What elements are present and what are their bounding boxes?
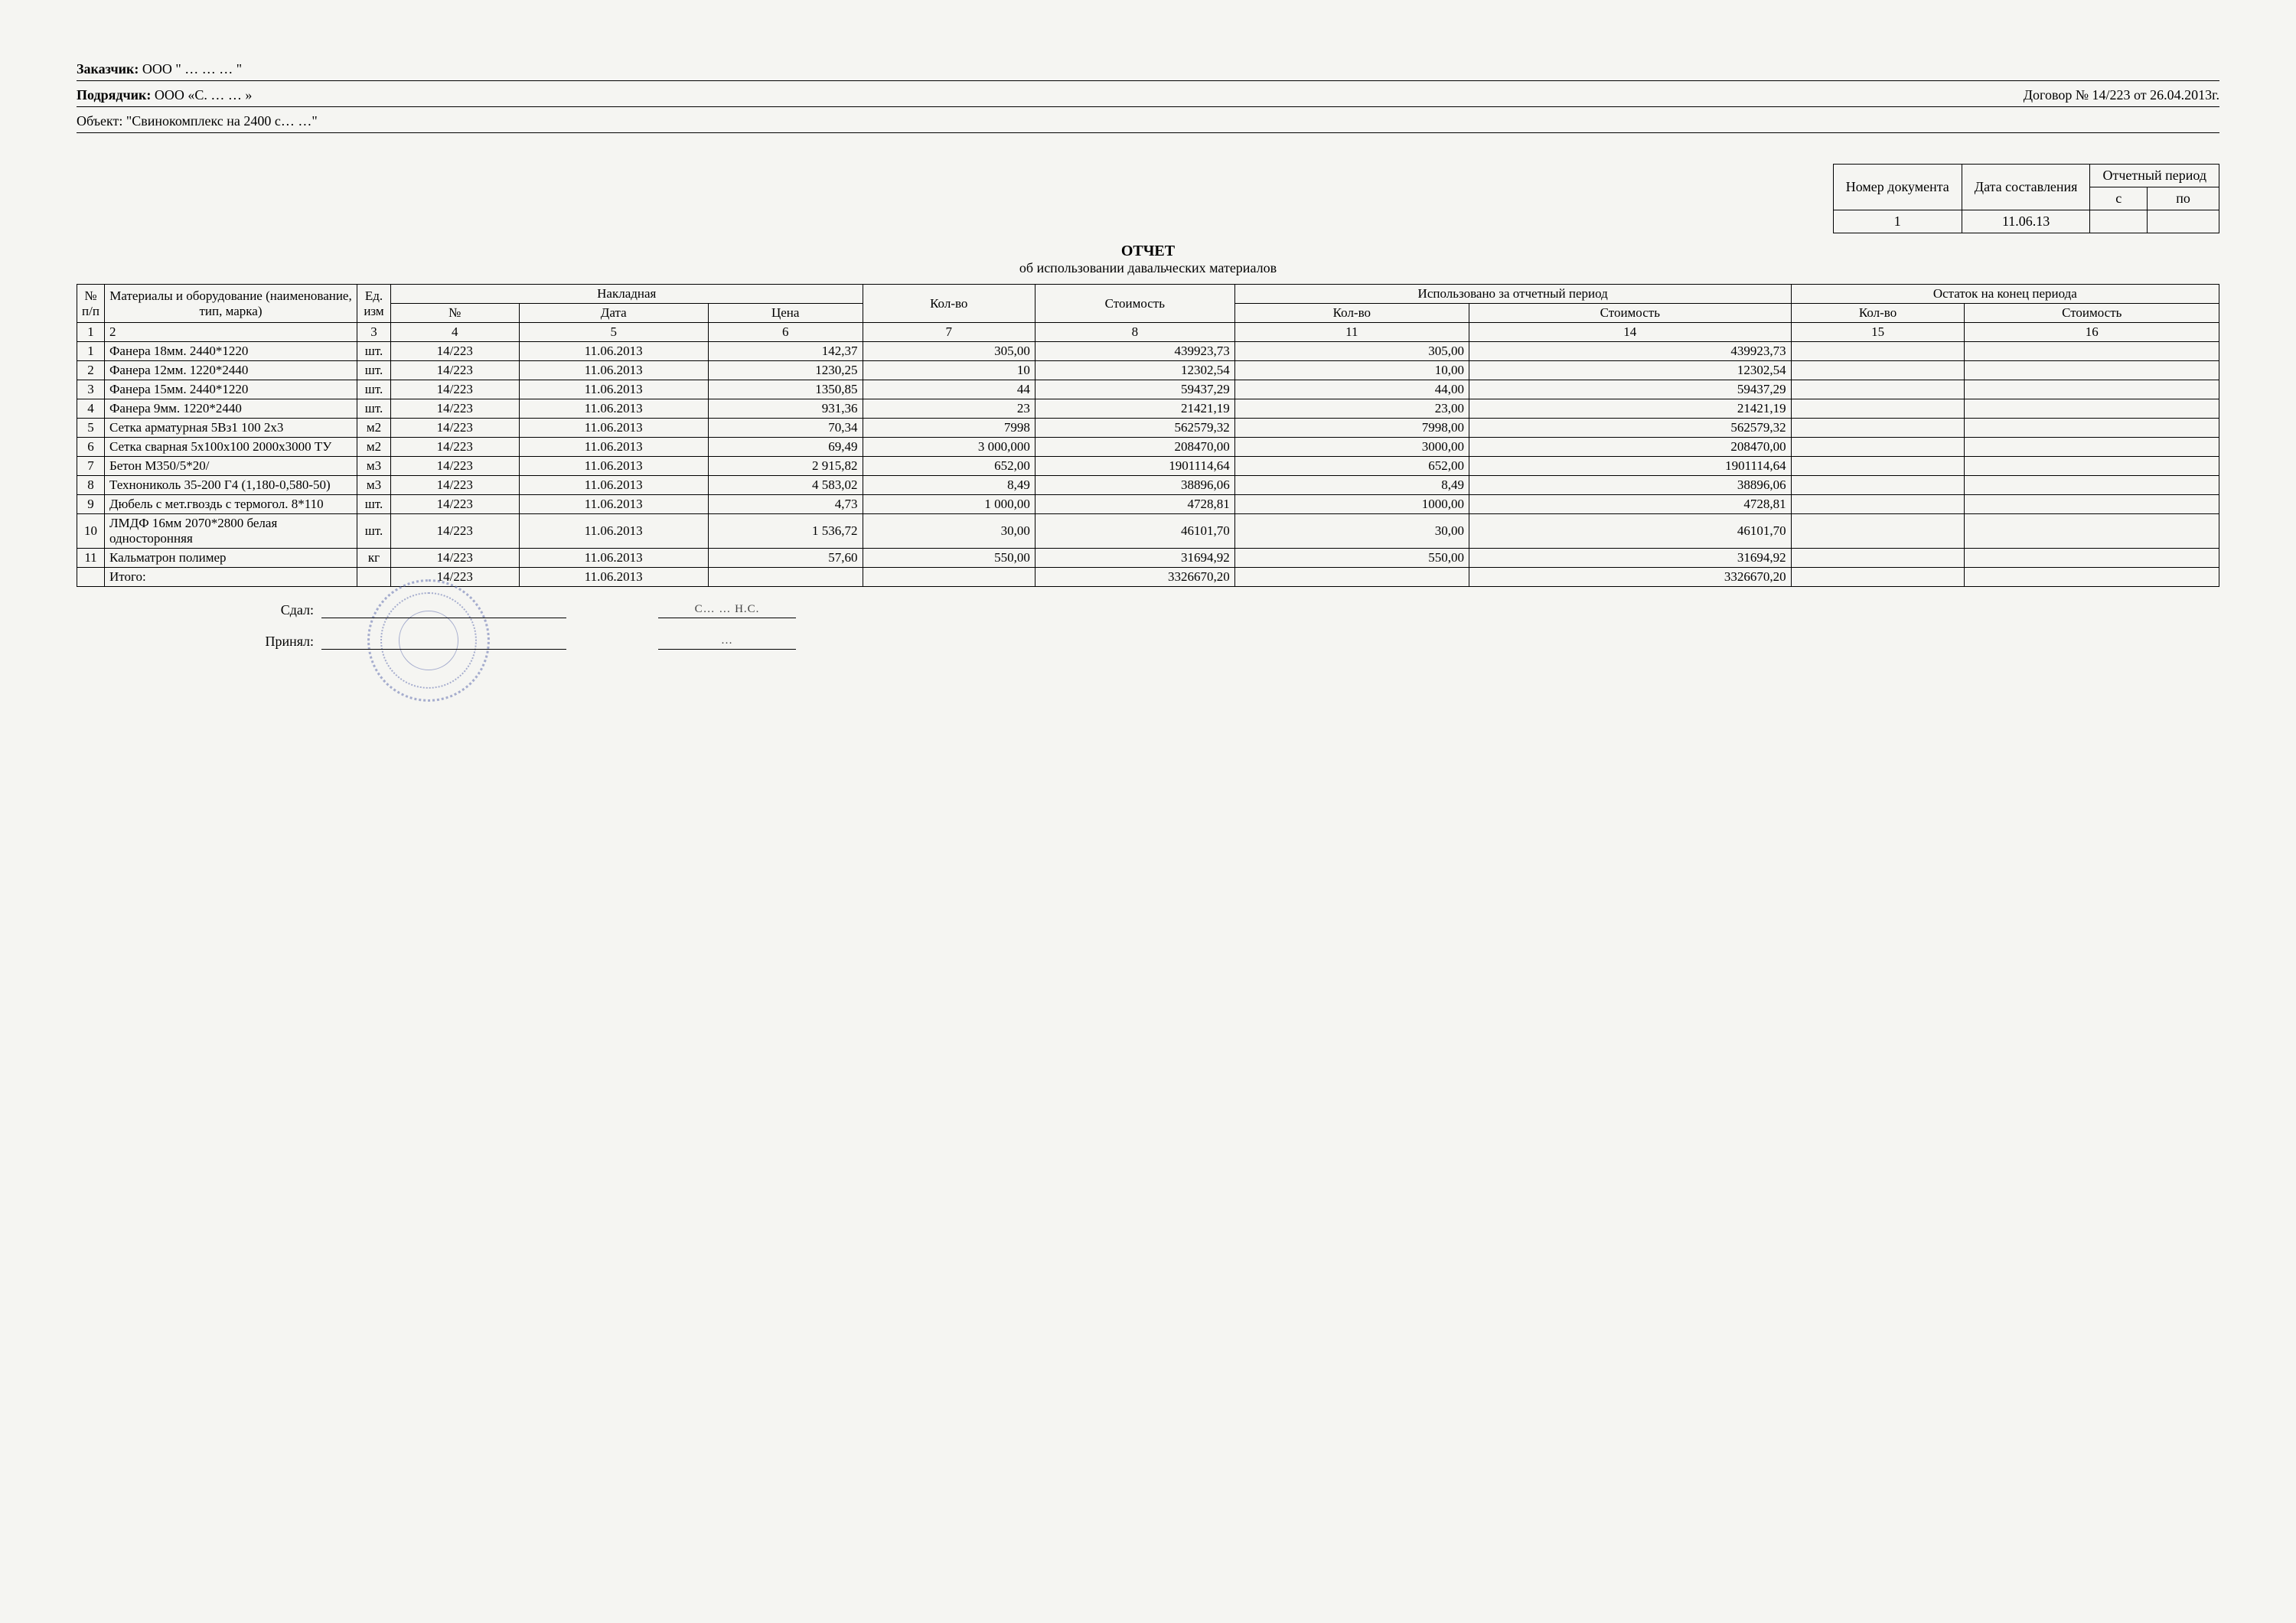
col-num: № п/п: [77, 285, 105, 323]
col-used-qty: Кол-во: [1234, 304, 1469, 323]
meta-period-from: с: [2090, 187, 2148, 210]
table-row: 5Сетка арматурная 5Вз1 100 2х3м214/22311…: [77, 419, 2219, 438]
sig-gave-name: С… … Н.С.: [658, 603, 796, 618]
col-remain: Остаток на конец периода: [1791, 285, 2219, 304]
table-row: 3Фанера 15мм. 2440*1220шт.14/22311.06.20…: [77, 380, 2219, 399]
object-line: Объект: "Свинокомплекс на 2400 с… …": [77, 113, 2219, 133]
total-label: Итого:: [105, 568, 357, 587]
total-used-cost: 3326670,20: [1469, 568, 1791, 587]
col-inv-price: Цена: [708, 304, 863, 323]
col-used: Использовано за отчетный период: [1234, 285, 1791, 304]
sig-gave-line: [321, 603, 566, 618]
total-cost: 3326670,20: [1035, 568, 1234, 587]
contractor-line: Подрядчик: ООО «С. … … » Договор № 14/22…: [77, 87, 2219, 107]
col-cost: Стоимость: [1035, 285, 1234, 323]
meta-docnum: 1: [1833, 210, 1962, 233]
col-invoice: Накладная: [391, 285, 863, 304]
meta-period-to: по: [2148, 187, 2219, 210]
contractor-label: Подрядчик:: [77, 87, 151, 103]
col-used-cost: Стоимость: [1469, 304, 1791, 323]
table-row: 11Кальматрон полимеркг14/22311.06.201357…: [77, 549, 2219, 568]
table-row: 2Фанера 12мм. 1220*2440шт.14/22311.06.20…: [77, 361, 2219, 380]
col-remain-qty: Кол-во: [1791, 304, 1965, 323]
object-value: "Свинокомплекс на 2400 с… …": [126, 113, 318, 129]
total-date: 11.06.2013: [519, 568, 708, 587]
col-qty: Кол-во: [863, 285, 1035, 323]
signatures-block: Сдал: С… … Н.С. Принял: …: [77, 602, 2219, 650]
table-row: 7Бетон М350/5*20/м314/22311.06.20132 915…: [77, 457, 2219, 476]
col-inv-date: Дата: [519, 304, 708, 323]
customer-value: ООО " … … … ": [142, 61, 242, 77]
meta-period-label: Отчетный период: [2090, 165, 2219, 187]
table-row: 10ЛМДФ 16мм 2070*2800 белая одностороння…: [77, 514, 2219, 549]
contractor-value: ООО «С. … … »: [155, 87, 253, 103]
meta-from-val: [2090, 210, 2148, 233]
table-row: 8Технониколь 35-200 Г4 (1,180-0,580-50)м…: [77, 476, 2219, 495]
index-row: 1 2 3 4 5 6 7 8 11 14 15 16: [77, 323, 2219, 342]
sig-took-label: Принял:: [77, 634, 321, 650]
data-table: № п/п Материалы и оборудование (наименов…: [77, 284, 2219, 587]
col-materials: Материалы и оборудование (наименование, …: [105, 285, 357, 323]
table-row: 6Сетка сварная 5х100х100 2000х3000 ТУм21…: [77, 438, 2219, 457]
col-unit: Ед. изм: [357, 285, 391, 323]
customer-label: Заказчик:: [77, 61, 139, 77]
table-row: 1Фанера 18мм. 2440*1220шт.14/22311.06.20…: [77, 342, 2219, 361]
report-subtitle: об использовании давальческих материалов: [77, 260, 2219, 276]
sig-took-name: …: [658, 634, 796, 650]
table-row: 4Фанера 9мм. 1220*2440шт.14/22311.06.201…: [77, 399, 2219, 419]
object-label: Объект:: [77, 113, 122, 129]
table-row: 9Дюбель с мет.гвоздь с термогол. 8*110шт…: [77, 495, 2219, 514]
meta-table: Номер документа Дата составления Отчетны…: [1833, 164, 2219, 233]
meta-to-val: [2148, 210, 2219, 233]
sig-took-line: [321, 634, 566, 650]
sig-gave-label: Сдал:: [77, 602, 321, 618]
meta-date-label: Дата составления: [1962, 165, 2090, 210]
customer-line: Заказчик: ООО " … … … ": [77, 61, 2219, 81]
col-remain-cost: Стоимость: [1965, 304, 2219, 323]
meta-date: 11.06.13: [1962, 210, 2090, 233]
meta-docnum-label: Номер документа: [1833, 165, 1962, 210]
col-inv-num: №: [391, 304, 520, 323]
contract-text: Договор № 14/223 от 26.04.2013г.: [2024, 87, 2219, 103]
total-row: Итого: 14/223 11.06.2013 3326670,20 3326…: [77, 568, 2219, 587]
report-title: ОТЧЕТ: [77, 243, 2219, 260]
